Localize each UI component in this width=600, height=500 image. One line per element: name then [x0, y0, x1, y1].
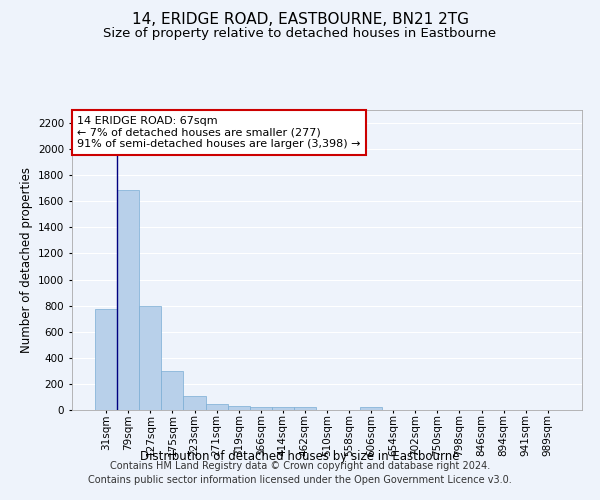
Y-axis label: Number of detached properties: Number of detached properties — [20, 167, 32, 353]
Bar — [206, 404, 227, 410]
Text: Size of property relative to detached houses in Eastbourne: Size of property relative to detached ho… — [103, 28, 497, 40]
Bar — [227, 406, 250, 410]
Bar — [139, 306, 161, 410]
Bar — [250, 406, 272, 410]
Text: Distribution of detached houses by size in Eastbourne: Distribution of detached houses by size … — [140, 450, 460, 463]
Bar — [294, 408, 316, 410]
Bar — [272, 406, 294, 410]
Bar — [95, 309, 117, 410]
Text: 14 ERIDGE ROAD: 67sqm
← 7% of detached houses are smaller (277)
91% of semi-deta: 14 ERIDGE ROAD: 67sqm ← 7% of detached h… — [77, 116, 361, 149]
Text: Contains HM Land Registry data © Crown copyright and database right 2024.
Contai: Contains HM Land Registry data © Crown c… — [88, 461, 512, 485]
Bar — [360, 408, 382, 410]
Bar — [117, 190, 139, 410]
Text: 14, ERIDGE ROAD, EASTBOURNE, BN21 2TG: 14, ERIDGE ROAD, EASTBOURNE, BN21 2TG — [131, 12, 469, 28]
Bar — [184, 396, 206, 410]
Bar — [161, 371, 184, 410]
